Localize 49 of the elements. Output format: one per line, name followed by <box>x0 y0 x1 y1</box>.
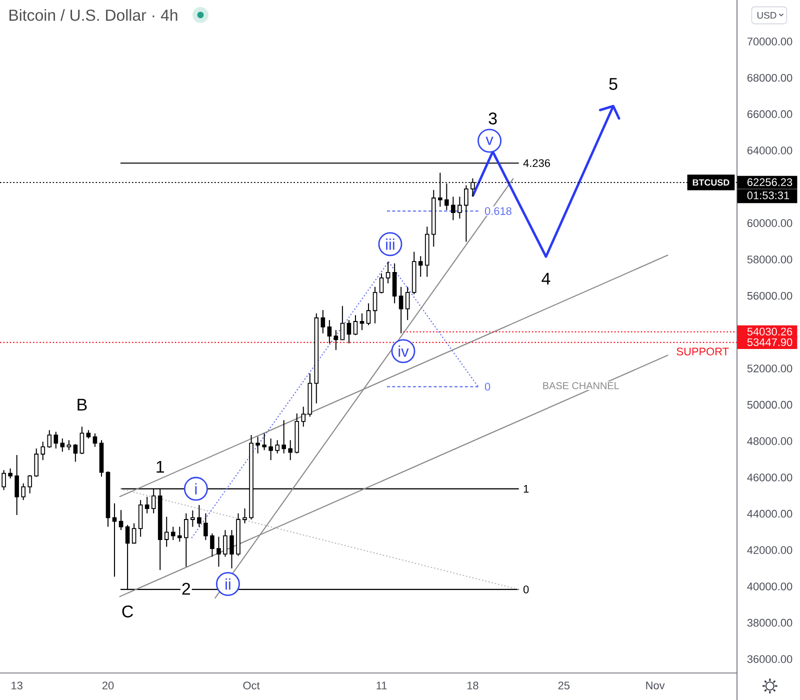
y-tick-label: 53447.90 <box>747 338 792 346</box>
y-tick-label: 60000.00 <box>747 219 792 228</box>
y-tick-label: 42000.00 <box>747 546 792 554</box>
y-tick-label: 50000.00 <box>747 400 792 409</box>
y-tick-label: 56000.00 <box>747 292 792 300</box>
annotation: i <box>195 483 197 494</box>
annotation: iv <box>398 346 409 357</box>
y-tick-label: 52000.00 <box>747 364 792 372</box>
annotation: 4 <box>542 272 550 284</box>
x-tick-label: 13 <box>12 682 22 690</box>
x-tick-label: 18 <box>467 682 478 690</box>
x-tick-label: 25 <box>558 682 570 690</box>
y-tick-label: 68000.00 <box>747 74 792 82</box>
annotation: 5 <box>609 78 618 90</box>
series-label: 0 <box>484 382 490 391</box>
annotation: B <box>78 398 87 411</box>
annotation: ii <box>226 578 230 590</box>
ref-line-label: 62256.23 <box>747 178 792 186</box>
series-label: BASE CHANNEL <box>543 382 620 390</box>
chart-title: Bitcoin / U.S. Dollar · 4h <box>10 9 178 21</box>
y-tick-label: 70000.00 <box>747 38 792 46</box>
annotation: C <box>122 605 134 618</box>
series-label: 1 <box>524 485 529 493</box>
annotation: 3 <box>488 112 497 124</box>
x-tick-label: Nov <box>646 682 665 690</box>
y-tick-label: 66000.00 <box>747 110 792 118</box>
y-tick-label: 54030.26 <box>747 328 792 336</box>
annotation: iii <box>386 238 394 250</box>
annotation: BTCUSD <box>692 179 730 186</box>
y-tick-label: 38000.00 <box>747 618 792 627</box>
series-label: 4.236 <box>523 159 550 167</box>
y-tick-label: 46000.00 <box>747 474 792 482</box>
y-tick-label: 64000.00 <box>747 146 792 154</box>
x-tick-label: Oct <box>243 682 260 690</box>
annotation: 1 <box>156 460 164 473</box>
series-label: 0.618 <box>484 207 512 215</box>
annotation: 2 <box>182 582 190 595</box>
x-tick-label: 20 <box>102 682 114 690</box>
x-tick-label: 11 <box>376 682 387 690</box>
y-tick-label: 58000.00 <box>747 256 792 264</box>
y-tick-label: 44000.00 <box>747 510 792 518</box>
series-label: 0 <box>523 586 529 594</box>
series-label: SUPPORT <box>676 348 729 356</box>
y-tick-label: 40000.00 <box>747 582 792 590</box>
y-tick-label: 48000.00 <box>747 437 792 446</box>
y-axis-title: USD <box>757 12 776 19</box>
annotation: v <box>486 136 494 145</box>
text: 01:53:31 <box>747 191 790 200</box>
y-tick-label: 36000.00 <box>747 655 792 663</box>
